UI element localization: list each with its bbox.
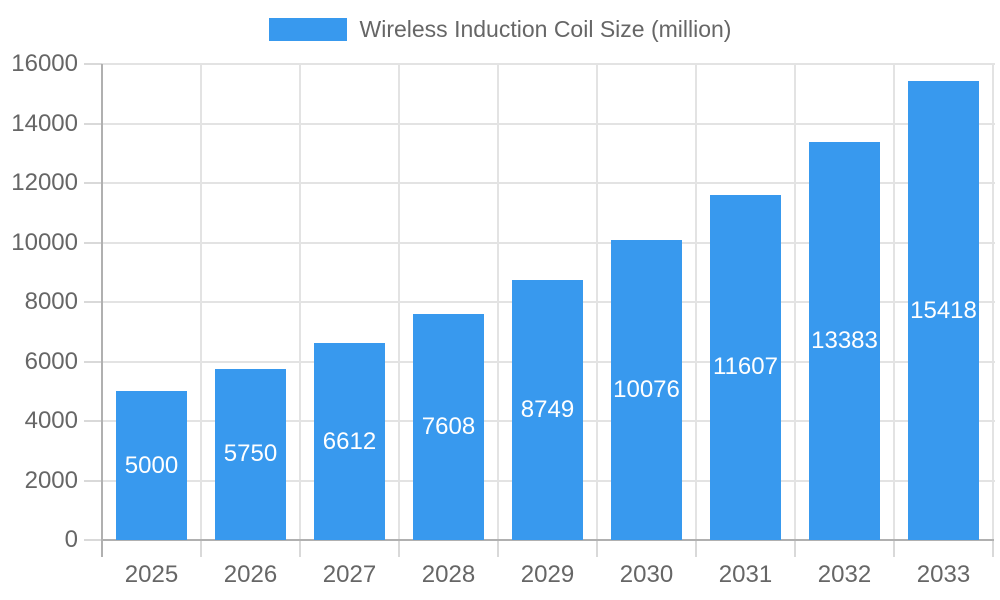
- bar[interactable]: [611, 240, 682, 540]
- x-axis-line: [101, 539, 994, 541]
- y-tick-label: 14000: [11, 109, 78, 137]
- x-tick-label: 2033: [916, 561, 971, 588]
- y-axis-tick: [84, 182, 102, 184]
- x-axis-tick: [497, 540, 499, 557]
- v-gridline: [200, 64, 202, 540]
- bar-value-label: 6612: [322, 427, 377, 455]
- x-tick-label: 2027: [322, 561, 377, 588]
- y-tick-label: 4000: [24, 407, 78, 434]
- bar[interactable]: [908, 81, 979, 540]
- bar-value-label: 13383: [811, 326, 878, 354]
- bar-value-label: 15418: [910, 296, 977, 324]
- v-gridline: [893, 64, 895, 540]
- x-tick-label: 2032: [817, 561, 872, 588]
- v-gridline: [992, 64, 994, 540]
- bar-value-label: 5000: [124, 451, 179, 479]
- v-gridline: [794, 64, 796, 540]
- legend-label: Wireless Induction Coil Size (million): [359, 16, 732, 42]
- x-tick-label: 2030: [619, 561, 674, 588]
- h-gridline: [102, 182, 995, 184]
- x-tick-label: 2028: [421, 561, 476, 588]
- y-axis-tick: [84, 539, 102, 541]
- h-gridline: [102, 63, 995, 65]
- y-axis-tick: [84, 420, 102, 422]
- bar[interactable]: [710, 194, 781, 540]
- v-gridline: [299, 64, 301, 540]
- y-axis-tick: [84, 241, 102, 244]
- y-tick-label: 10000: [11, 228, 78, 256]
- bar[interactable]: [809, 141, 880, 540]
- y-tick-label: 6000: [24, 347, 78, 375]
- x-tick-label: 2031: [718, 561, 773, 588]
- x-axis-tick: [992, 540, 994, 557]
- x-axis-tick: [893, 540, 895, 557]
- h-gridline: [102, 241, 995, 244]
- x-tick-label: 2026: [223, 561, 278, 588]
- bar[interactable]: [512, 279, 583, 540]
- h-gridline: [102, 122, 995, 125]
- x-axis-tick: [299, 540, 301, 557]
- bar-value-label: 7608: [421, 412, 476, 440]
- y-tick-label: 8000: [24, 288, 78, 315]
- y-axis-tick: [84, 301, 102, 303]
- y-axis-line: [101, 64, 103, 557]
- y-tick-label: 16000: [11, 50, 78, 77]
- x-axis-tick: [794, 540, 796, 557]
- y-axis-tick: [84, 360, 102, 363]
- bar[interactable]: [413, 313, 484, 540]
- legend-swatch: [268, 18, 347, 41]
- bar-value-label: 5750: [223, 440, 278, 468]
- y-axis-tick: [84, 122, 102, 125]
- bar-value-label: 11607: [713, 353, 778, 381]
- bar-value-label: 10076: [613, 376, 680, 404]
- v-gridline: [695, 64, 697, 540]
- y-tick-label: 12000: [11, 169, 78, 196]
- y-tick-label: 2000: [24, 466, 78, 494]
- v-gridline: [596, 64, 598, 540]
- x-tick-label: 2025: [124, 561, 179, 588]
- v-gridline: [398, 64, 400, 540]
- x-axis-tick: [398, 540, 400, 557]
- bar[interactable]: [314, 343, 385, 540]
- x-tick-label: 2029: [520, 561, 575, 588]
- x-axis-tick: [596, 540, 598, 557]
- y-tick-label: 0: [64, 526, 78, 553]
- y-axis-tick: [84, 63, 102, 65]
- bar[interactable]: [116, 391, 187, 540]
- x-axis-tick: [695, 540, 697, 557]
- y-axis-tick: [84, 479, 102, 482]
- chart-legend[interactable]: Wireless Induction Coil Size (million): [0, 16, 1000, 43]
- bar[interactable]: [215, 368, 286, 540]
- v-gridline: [497, 64, 499, 540]
- x-axis-tick: [200, 540, 202, 557]
- bar-value-label: 8749: [520, 395, 575, 423]
